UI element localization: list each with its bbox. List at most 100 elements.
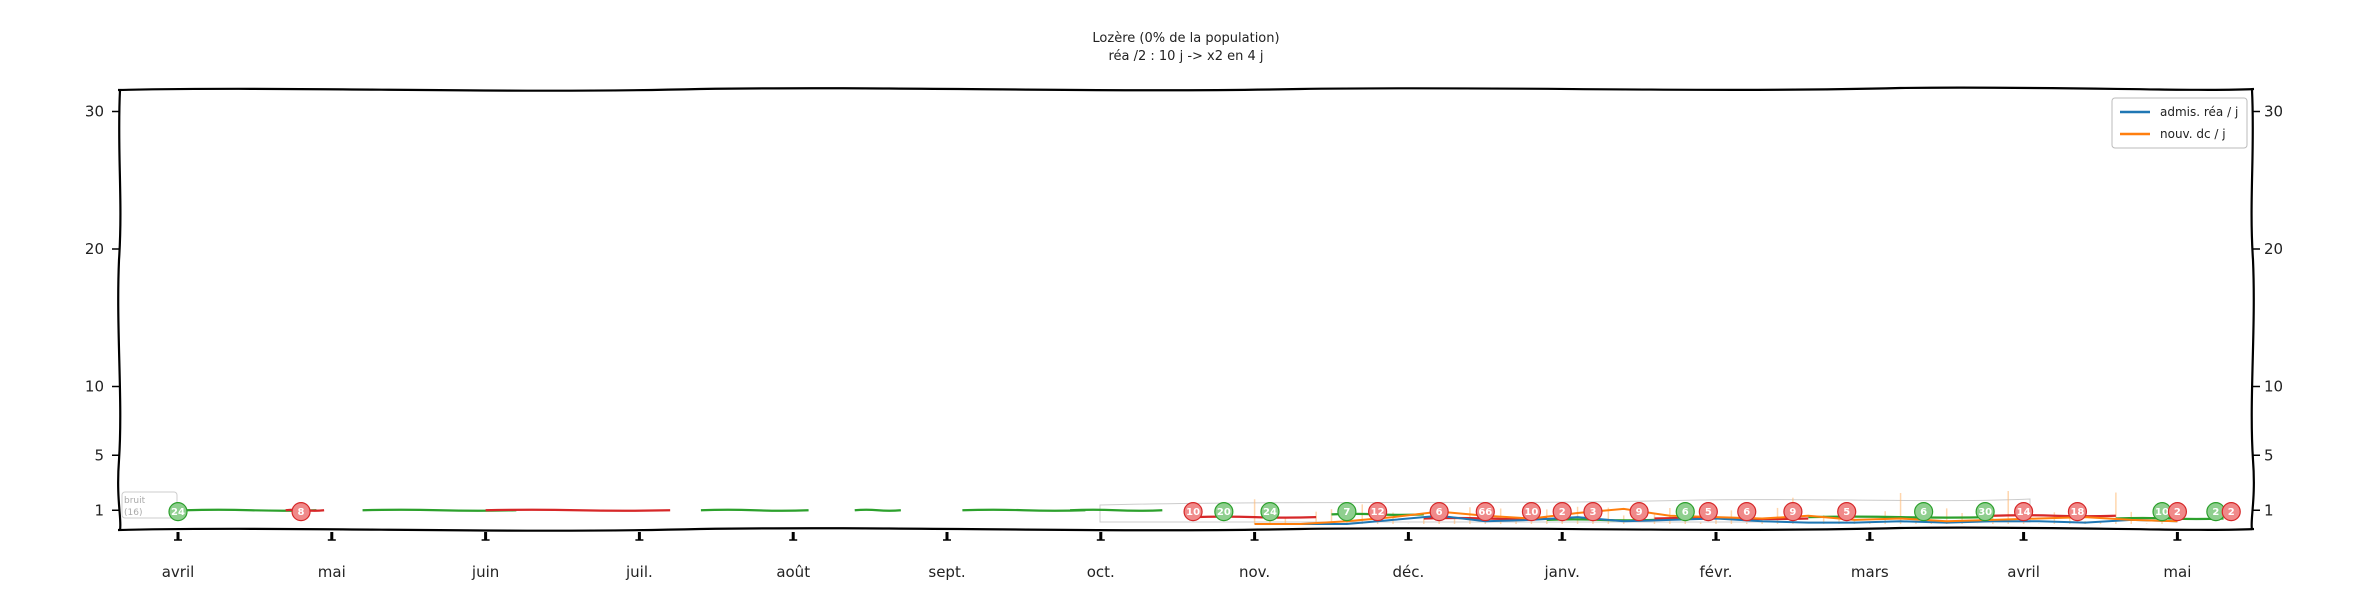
x-tick-label: oct.	[1087, 563, 1115, 581]
badge-circle	[1675, 502, 1695, 522]
badge-circle	[1183, 502, 1203, 522]
x-tick-label: sept.	[928, 563, 965, 581]
badge-circle	[1783, 502, 1803, 522]
y-tick-label-right: 10	[2264, 378, 2283, 396]
chart-subtitle: réa /2 : 10 j -> x2 en 4 j	[1108, 49, 1263, 64]
trend-segment	[1193, 515, 1317, 519]
value-badge: 8	[291, 502, 311, 522]
badge-label: 7	[1343, 507, 1350, 518]
value-badge: 2	[2221, 502, 2241, 522]
legend: admis. réa / j nouv. dc / j	[2111, 97, 2248, 149]
y-tick-label-left: 5	[94, 446, 104, 464]
value-badge: 3	[1583, 502, 1603, 522]
value-badge: 66	[1475, 502, 1495, 522]
badge-label: 8	[298, 507, 305, 518]
x-tick-label: avril	[162, 563, 195, 581]
plot-frame	[117, 86, 2255, 532]
value-badge: 30	[1975, 502, 1995, 522]
badge-label: 9	[1636, 507, 1643, 518]
x-tick-label: mai	[2163, 563, 2191, 581]
badge-label: 9	[1789, 507, 1796, 518]
trend-segment	[854, 508, 901, 512]
badge-circle	[291, 502, 311, 522]
badge-label: 24	[1263, 507, 1277, 518]
value-badge: 6	[1675, 502, 1695, 522]
trend-segment	[485, 508, 671, 512]
value-badge: 10	[1521, 502, 1542, 522]
x-tick-label: avril	[2007, 563, 2040, 581]
badge-label: 20	[1217, 507, 1231, 518]
badge-label: 6	[1743, 507, 1750, 518]
trend-segment	[700, 508, 809, 512]
badge-label: 5	[1843, 507, 1850, 518]
badge-circle	[1260, 502, 1280, 522]
badge-label: 12	[1371, 507, 1385, 518]
badge-label: 6	[1920, 507, 1927, 518]
noise-note-line-1: bruit	[124, 496, 146, 506]
x-tick-label: juil.	[625, 563, 653, 581]
trend-segment	[1808, 515, 1993, 519]
badge-label: 66	[1478, 507, 1492, 518]
value-badge: 6	[1429, 502, 1449, 522]
x-tick-label: nov.	[1239, 563, 1270, 581]
x-tick-label: mars	[1851, 563, 1889, 581]
frame-bottom	[117, 526, 2255, 532]
value-badge: 9	[1783, 502, 1803, 522]
badge-label: 18	[2070, 507, 2084, 518]
badge-circle	[1521, 502, 1542, 522]
y-tick-label-left: 1	[94, 501, 104, 519]
badge-circle	[2221, 502, 2241, 522]
badge-circle	[1629, 502, 1649, 522]
frame-top	[117, 86, 2255, 92]
value-badge: 6	[1914, 502, 1934, 522]
badge-circle	[1214, 502, 1234, 522]
y-ticks-right: 1 5 10 20 30	[2252, 103, 2283, 519]
series-line	[1254, 514, 2178, 525]
badge-label: 10	[1186, 507, 1200, 518]
value-badge: 20	[1214, 502, 1234, 522]
trend-segment	[962, 508, 1086, 512]
value-badge: 6	[1737, 502, 1757, 522]
frame-left	[117, 89, 122, 531]
badge-circle	[1583, 502, 1603, 522]
badge-circle	[1368, 502, 1388, 522]
chart-title: Lozère (0% de la population)	[1092, 31, 1279, 46]
trend-segment	[1992, 514, 2116, 518]
badge-label: 30	[1978, 507, 1992, 518]
badge-circle	[1429, 502, 1449, 522]
badge-circle	[1475, 502, 1495, 522]
badge-circle	[1698, 502, 1718, 522]
value-badge: 24	[168, 502, 188, 522]
legend-label-rea: admis. réa / j	[2160, 105, 2238, 119]
noise-band	[1099, 498, 2031, 523]
x-ticks: avril mai juin juil. août sept. oct. nov. déc. ja…	[162, 532, 2191, 581]
badge-label: 14	[2017, 507, 2031, 518]
x-tick-label: déc.	[1393, 563, 1425, 581]
legend-box	[2111, 97, 2248, 149]
badge-label: 2	[1559, 507, 1566, 518]
y-tick-label-right: 20	[2264, 240, 2283, 258]
trend-segment	[2115, 516, 2224, 521]
badge-label: 10	[2155, 507, 2169, 518]
y-tick-label-right: 30	[2264, 103, 2283, 121]
y-ticks-left: 1 5 10 20 30	[85, 103, 120, 519]
value-badges: 24 8 10 20 24 7 12 6 66 10 2 3 9 6 5 6 9 5 6 30 14 18 10 2 2 2	[168, 502, 2241, 522]
badge-circle	[2067, 502, 2088, 522]
value-badge: 2	[2167, 502, 2187, 522]
badge-circle	[2167, 502, 2187, 522]
badge-circle	[168, 502, 188, 522]
value-badge: 12	[1368, 502, 1388, 522]
value-badge: 9	[1629, 502, 1649, 522]
noise-note-line-2: (16)	[124, 508, 142, 518]
badge-circle	[1914, 502, 1934, 522]
value-badge: 10	[1183, 502, 1203, 522]
y-tick-label-right: 5	[2264, 446, 2274, 464]
trend-segment	[1069, 508, 1163, 512]
badge-label: 5	[1705, 507, 1712, 518]
badge-label: 6	[1436, 507, 1443, 518]
x-tick-label: janv.	[1544, 563, 1580, 581]
y-tick-label-left: 30	[85, 103, 104, 121]
value-badge: 2	[1552, 502, 1572, 522]
value-badge: 7	[1337, 502, 1357, 522]
